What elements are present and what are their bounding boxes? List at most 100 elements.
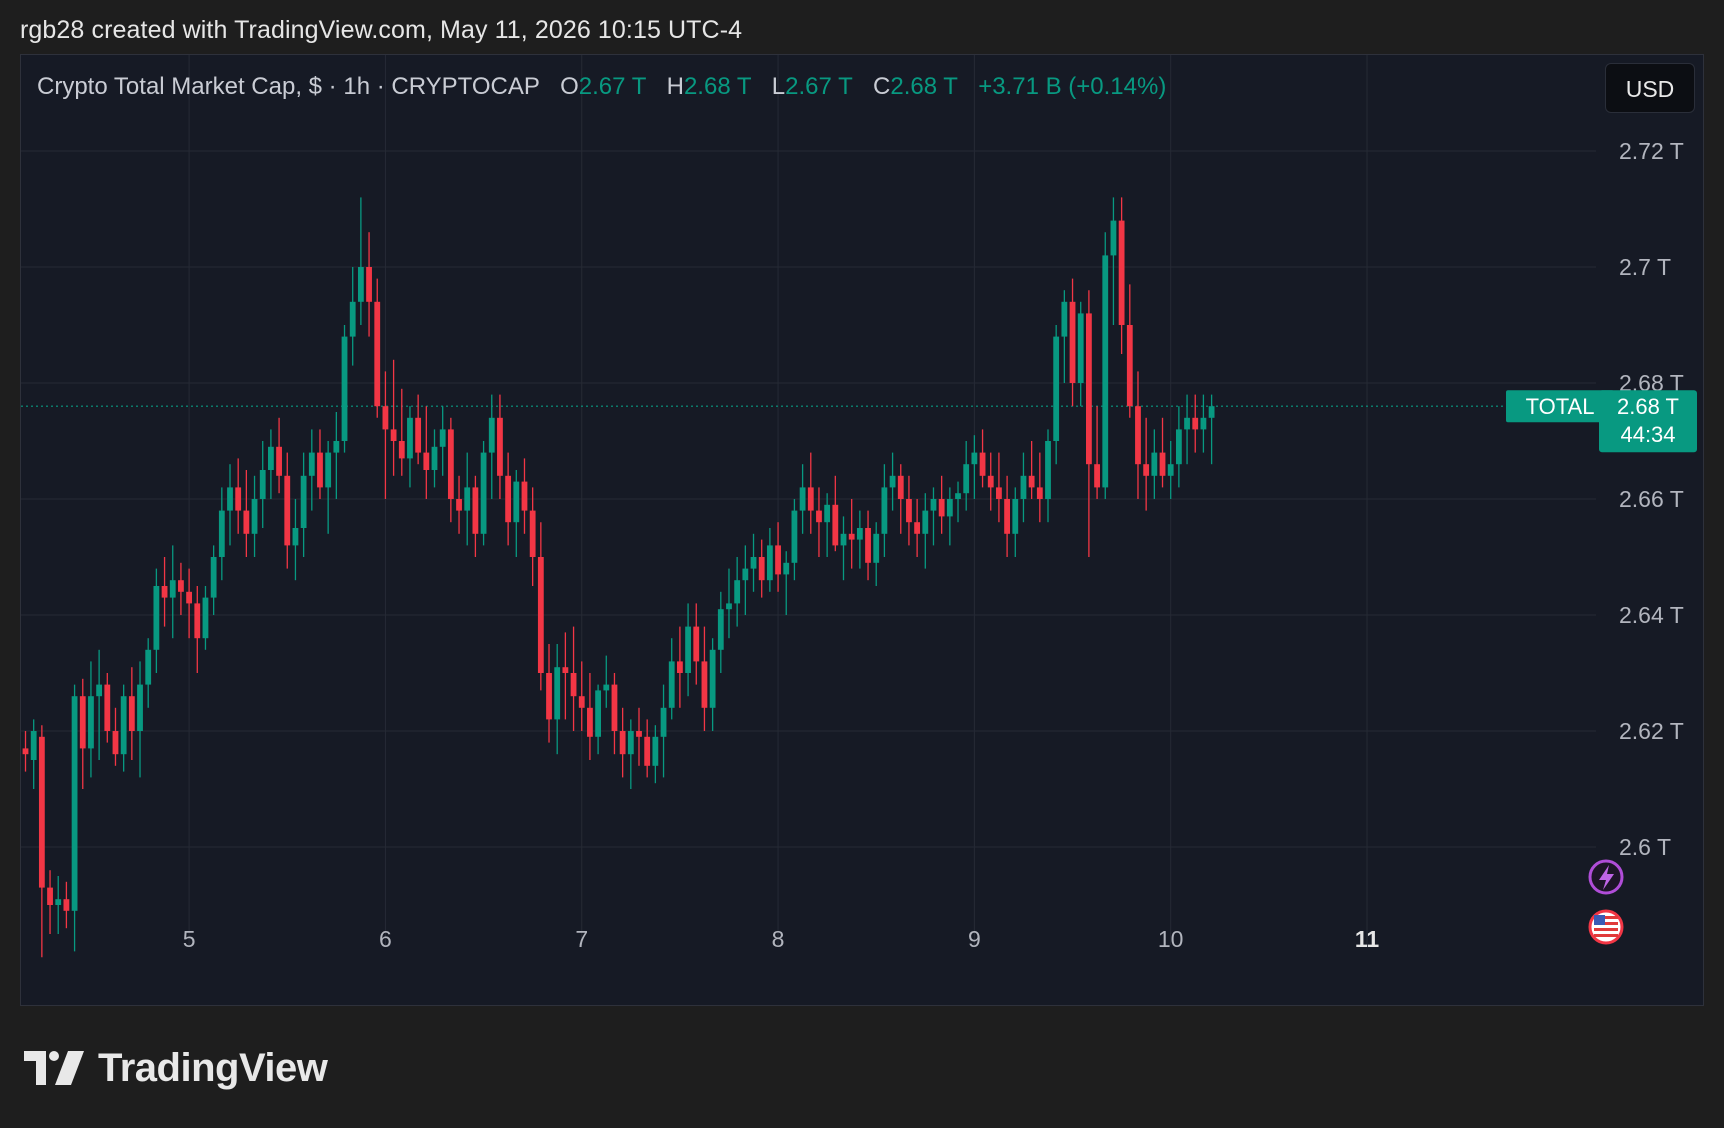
candle-body	[194, 603, 201, 639]
lightning-icon[interactable]	[1588, 859, 1624, 895]
candle-body	[1208, 406, 1215, 418]
event-icons[interactable]	[1588, 859, 1624, 945]
grid-lines	[21, 55, 1596, 945]
candle-body	[447, 429, 454, 499]
candle	[251, 475, 258, 557]
candle	[169, 545, 176, 639]
candle	[587, 673, 593, 760]
candle	[652, 725, 659, 784]
candle	[398, 388, 405, 476]
candle	[701, 626, 708, 731]
candle-body	[300, 475, 307, 528]
candle-body	[317, 452, 323, 488]
candle	[685, 603, 691, 697]
candle-body	[1020, 475, 1027, 499]
candle	[1069, 278, 1076, 407]
candle	[112, 707, 119, 766]
candle-body	[366, 267, 372, 302]
candle	[856, 510, 863, 569]
price-tag: TOTAL 2.68 T 44:34	[1506, 390, 1697, 453]
candle	[1167, 441, 1174, 499]
candle-body	[897, 475, 904, 499]
candle	[865, 510, 871, 581]
candle-body	[79, 696, 86, 749]
candle	[971, 435, 978, 499]
candle-body	[963, 464, 970, 494]
candle-body	[153, 586, 160, 650]
candle	[47, 870, 53, 934]
candle	[1028, 441, 1035, 499]
y-tick-label: 2.7 T	[1619, 254, 1671, 280]
candle	[979, 429, 986, 488]
candle-body	[668, 661, 675, 708]
x-tick-label: 10	[1158, 926, 1184, 952]
candle-body	[284, 475, 291, 546]
candle	[717, 591, 724, 673]
candle-body	[1126, 325, 1133, 407]
candle	[96, 649, 103, 760]
candle-body	[268, 446, 274, 470]
candle-body	[235, 487, 242, 511]
candle-body	[554, 667, 561, 720]
high-key: H	[666, 73, 684, 100]
candle-body	[750, 557, 757, 569]
candle	[848, 499, 855, 569]
candle-body	[881, 487, 888, 534]
candle	[660, 684, 667, 778]
change-value: +3.71 B (+0.14%)	[978, 73, 1167, 100]
us-flag-icon[interactable]	[1588, 909, 1624, 945]
candle-body	[742, 568, 749, 581]
candle	[799, 464, 806, 534]
candle-body	[407, 417, 413, 459]
candle-body	[1004, 499, 1010, 534]
candle	[1126, 284, 1133, 418]
candle	[382, 371, 389, 499]
currency-button[interactable]: USD	[1605, 63, 1695, 113]
low-value: 2.67 T	[785, 73, 853, 100]
candle	[627, 719, 634, 789]
candle-body	[63, 899, 70, 911]
candle	[742, 545, 749, 615]
candle-body	[325, 452, 332, 488]
candle	[300, 452, 307, 557]
candle	[766, 528, 773, 592]
candle-body	[930, 499, 937, 511]
candle	[1135, 371, 1141, 499]
candle-body	[71, 696, 78, 911]
chart-frame[interactable]: 2.6 T 2.62 T 2.64 T 2.66 T 2.68 T 2.7 T 2.72 T…	[20, 54, 1704, 1006]
candle-body	[390, 429, 397, 441]
candle-body	[807, 487, 814, 511]
candle	[1208, 394, 1215, 465]
candle-body	[1069, 301, 1076, 383]
candle-body	[677, 661, 683, 673]
low-key: L	[771, 73, 786, 100]
candle	[889, 452, 896, 511]
candle-body	[1200, 417, 1207, 430]
candle-body	[88, 696, 94, 749]
candle	[1045, 429, 1051, 523]
candle	[423, 406, 430, 499]
candle-body	[546, 673, 552, 720]
candle	[644, 719, 651, 778]
symbol-tag-label: TOTAL	[1526, 394, 1595, 419]
high-value: 2.68 T	[683, 73, 752, 100]
candle-body	[1077, 313, 1084, 383]
candle-body	[1110, 220, 1117, 256]
symbol-tag-bg	[1506, 390, 1614, 423]
tradingview-logo-icon	[24, 1051, 84, 1085]
candle	[546, 644, 552, 743]
price-tag-countdown: 44:34	[1620, 422, 1675, 447]
candle-body	[464, 487, 471, 511]
candle-body	[619, 731, 626, 755]
candle	[357, 197, 364, 325]
candle-body	[996, 487, 1002, 499]
close-key: C	[873, 73, 891, 100]
candle-body	[987, 475, 994, 488]
candle	[259, 441, 266, 528]
candle-body	[374, 301, 381, 407]
candle-body	[979, 452, 986, 476]
candle-body	[824, 504, 831, 523]
candlestick-chart[interactable]: 2.6 T 2.62 T 2.64 T 2.66 T 2.68 T 2.7 T 2.72 T…	[21, 55, 1704, 1006]
candle	[668, 638, 675, 720]
candle	[963, 441, 970, 511]
